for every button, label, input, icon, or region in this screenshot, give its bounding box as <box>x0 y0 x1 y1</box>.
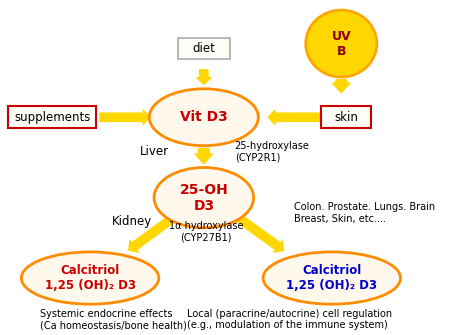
Text: Liver: Liver <box>140 145 169 158</box>
Text: diet: diet <box>192 42 215 55</box>
Text: Calcitriol
1,25 (OH)₂ D3: Calcitriol 1,25 (OH)₂ D3 <box>45 264 136 292</box>
Text: Kidney: Kidney <box>111 215 152 227</box>
Text: 25-hydroxylase
(CYP2R1): 25-hydroxylase (CYP2R1) <box>235 141 310 162</box>
Text: Local (paracrine/autocrine) cell regulation
(e.g., modulation of the immune syst: Local (paracrine/autocrine) cell regulat… <box>187 309 392 330</box>
Text: supplements: supplements <box>14 111 91 124</box>
Text: skin: skin <box>334 111 358 124</box>
Text: Colon. Prostate. Lungs. Brain
Breast, Skin, etc....: Colon. Prostate. Lungs. Brain Breast, Sk… <box>294 202 435 223</box>
Text: 25-OH
D3: 25-OH D3 <box>180 183 228 213</box>
Text: Systemic endocrine effects
(Ca homeostasis/bone health): Systemic endocrine effects (Ca homeostas… <box>40 309 187 330</box>
Ellipse shape <box>306 10 377 77</box>
Text: 1α hydroxylase
(CYP27B1): 1α hydroxylase (CYP27B1) <box>169 221 244 243</box>
FancyBboxPatch shape <box>9 106 96 128</box>
Text: UV
B: UV B <box>331 29 351 58</box>
Text: Calcitriol
1,25 (OH)₂ D3: Calcitriol 1,25 (OH)₂ D3 <box>286 264 377 292</box>
Ellipse shape <box>154 168 254 228</box>
Ellipse shape <box>263 252 401 304</box>
FancyBboxPatch shape <box>178 38 230 59</box>
Text: Vit D3: Vit D3 <box>180 110 228 124</box>
Ellipse shape <box>21 252 159 304</box>
FancyBboxPatch shape <box>321 106 371 128</box>
Ellipse shape <box>149 89 258 146</box>
